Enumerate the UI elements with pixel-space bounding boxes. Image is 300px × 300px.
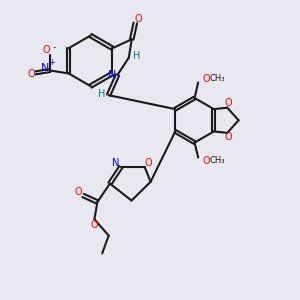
Text: O: O: [145, 158, 153, 168]
Text: CH₃: CH₃: [210, 74, 225, 83]
Text: O: O: [203, 156, 210, 166]
Text: O: O: [225, 98, 232, 108]
Text: +: +: [48, 58, 55, 67]
Text: O: O: [203, 74, 210, 84]
Text: H: H: [98, 89, 106, 99]
Text: O: O: [91, 220, 98, 230]
Text: O: O: [134, 14, 142, 24]
Text: H: H: [134, 51, 141, 61]
Text: -: -: [52, 42, 56, 52]
Text: O: O: [75, 187, 82, 197]
Text: N: N: [112, 158, 119, 168]
Text: O: O: [27, 69, 35, 80]
Text: O: O: [43, 45, 50, 55]
Text: CH₃: CH₃: [210, 157, 225, 166]
Text: N: N: [41, 62, 49, 73]
Text: N: N: [108, 70, 116, 80]
Text: O: O: [225, 132, 232, 142]
